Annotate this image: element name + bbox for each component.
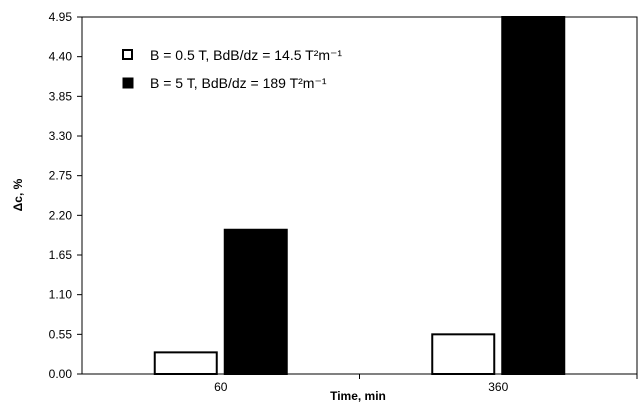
legend-swatch-series-1 xyxy=(122,49,133,60)
y-tick-label: 0.00 xyxy=(49,367,73,381)
x-tick-label: 360 xyxy=(488,380,508,394)
x-axis-ticks: 60 360 xyxy=(214,374,638,394)
bar-series-2-60 xyxy=(223,228,288,375)
y-tick-label: 2.20 xyxy=(49,208,73,222)
y-tick-label: 4.95 xyxy=(49,10,73,24)
bar-series-2-360 xyxy=(501,16,566,375)
y-tick-label: 0.55 xyxy=(49,327,73,341)
y-tick-label: 4.40 xyxy=(49,50,73,64)
bars xyxy=(153,16,566,376)
y-tick-label: 3.30 xyxy=(49,129,73,143)
legend-swatch-series-2 xyxy=(122,77,134,89)
legend-label-series-2: B = 5 T, BdB/dz = 189 T²m⁻¹ xyxy=(150,75,327,91)
y-tick-label: 2.75 xyxy=(49,169,73,183)
y-axis-title: Δc, % xyxy=(11,178,25,211)
legend: B = 0.5 T, BdB/dz = 14.5 T²m⁻¹ B = 5 T, … xyxy=(122,47,342,91)
y-tick-label: 1.65 xyxy=(49,248,73,262)
y-axis-ticks: 0.00 0.55 1.10 1.65 2.20 2.75 3.30 3.85 4.40 4.95 xyxy=(49,10,82,381)
bar-series-1-360 xyxy=(431,333,496,376)
bar-series-1-60 xyxy=(153,351,218,376)
y-tick-label: 3.85 xyxy=(49,89,73,103)
y-tick-label: 1.10 xyxy=(49,288,73,302)
x-tick-label: 60 xyxy=(214,380,228,394)
legend-label-series-1: B = 0.5 T, BdB/dz = 14.5 T²m⁻¹ xyxy=(150,47,342,63)
x-axis-title: Time, min xyxy=(330,389,386,403)
